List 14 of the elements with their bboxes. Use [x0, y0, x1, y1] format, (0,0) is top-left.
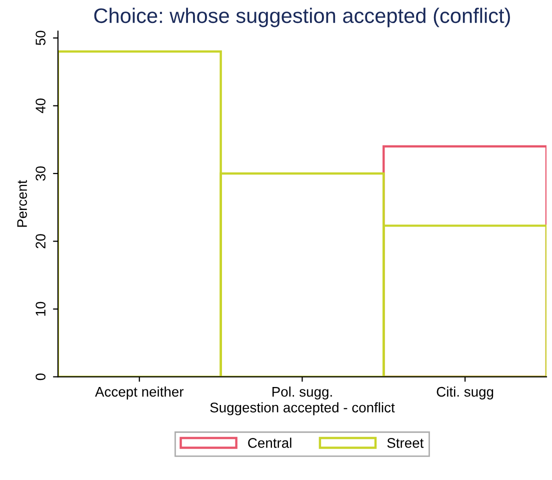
y-tick-label: 40	[36, 98, 46, 114]
x-tick-label: Accept neither	[95, 386, 184, 400]
y-tick-label: 20	[36, 234, 46, 248]
x-tick-label: Pol. sugg.	[272, 386, 332, 400]
x-tick-label: Citi. sugg	[436, 386, 494, 400]
legend-label: Street	[387, 438, 424, 448]
legend-label: Central	[248, 438, 292, 448]
y-tick-label: 50	[36, 30, 46, 46]
y-axis-title: Percent	[17, 180, 27, 227]
y-tick-label: 10	[36, 302, 46, 316]
x-axis-title: Suggestion accepted - conflict	[210, 402, 395, 416]
y-tick-label: 0	[36, 373, 46, 380]
chart-title: Choice: whose suggestion accepted (conflict)	[94, 8, 510, 28]
y-tick-label: 30	[36, 166, 46, 181]
